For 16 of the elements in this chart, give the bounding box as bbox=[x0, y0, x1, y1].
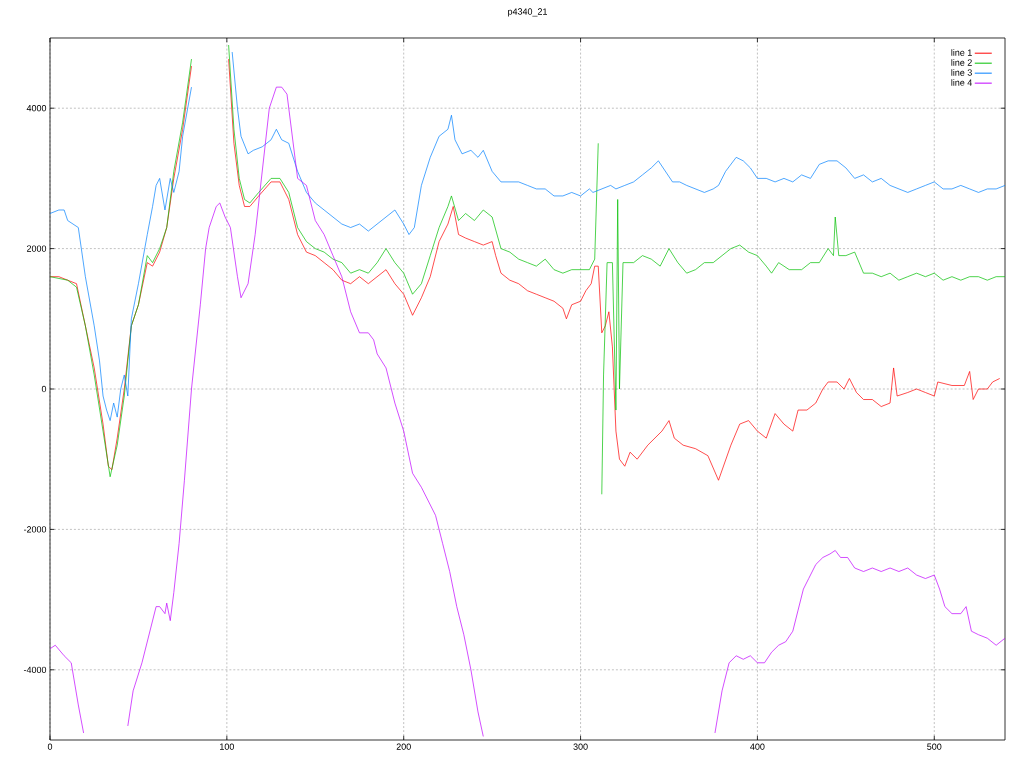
legend-label: line 4 bbox=[951, 79, 972, 86]
legend-label: line 2 bbox=[951, 59, 972, 66]
legend-label: line 3 bbox=[951, 69, 972, 76]
x-tick-label: 200 bbox=[396, 743, 411, 750]
x-tick-label: 100 bbox=[220, 743, 234, 750]
y-tick-label: -2000 bbox=[23, 526, 47, 533]
x-tick-label: 300 bbox=[573, 743, 588, 750]
x-tick-label: 500 bbox=[927, 743, 942, 750]
x-tick-label: 400 bbox=[750, 743, 765, 750]
chart-title: p4340_21 bbox=[508, 8, 547, 17]
y-tick-label: 0 bbox=[41, 385, 47, 393]
y-tick-label: 4000 bbox=[26, 105, 47, 112]
y-tick-label: 2000 bbox=[26, 245, 47, 252]
x-tick-label: 0 bbox=[47, 743, 53, 750]
legend-label: line 1 bbox=[951, 49, 972, 56]
y-tick-label: -4000 bbox=[23, 666, 47, 673]
